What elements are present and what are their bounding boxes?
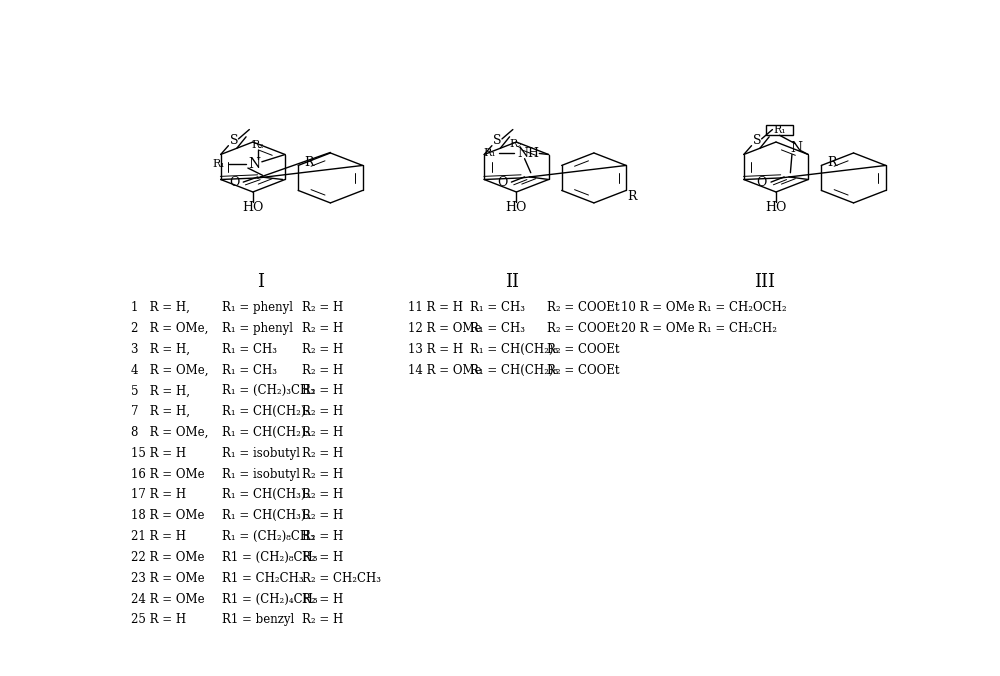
Text: 18 R = OMe: 18 R = OMe (131, 509, 205, 523)
Text: R₁: R₁ (213, 160, 226, 170)
Text: R₂ = H: R₂ = H (302, 364, 343, 377)
Text: 22 R = OMe: 22 R = OMe (131, 551, 205, 564)
Text: O: O (757, 176, 767, 189)
Text: 13 R = H: 13 R = H (408, 343, 463, 356)
Bar (766, 125, 793, 135)
Text: R₂ = H: R₂ = H (302, 301, 343, 314)
Text: R₂ = H: R₂ = H (302, 322, 343, 335)
Text: 3   R = H,: 3 R = H, (131, 343, 190, 356)
Text: R₂: R₂ (252, 140, 264, 149)
Text: R₁ = (CH₂)₈CH₃: R₁ = (CH₂)₈CH₃ (222, 530, 315, 543)
Text: R1 = (CH₂)₄CH₃: R1 = (CH₂)₄CH₃ (222, 593, 318, 606)
Text: R₁ = CH(CH₂)₅: R₁ = CH(CH₂)₅ (470, 364, 558, 377)
Text: R₂ = H: R₂ = H (302, 468, 343, 481)
Text: R₁ = CH(CH₃)₂: R₁ = CH(CH₃)₂ (222, 509, 310, 523)
Text: R₂ = COOEt: R₂ = COOEt (547, 343, 620, 356)
Text: R₂ = H: R₂ = H (302, 447, 343, 460)
Text: I: I (257, 272, 264, 291)
Text: R: R (628, 190, 637, 203)
Text: O: O (497, 176, 507, 189)
Text: HO: HO (506, 201, 527, 214)
Text: 7   R = H,: 7 R = H, (131, 405, 190, 418)
Text: 8   R = OMe,: 8 R = OMe, (131, 426, 209, 439)
Text: R₂ = H: R₂ = H (302, 613, 343, 627)
Text: 15 R = H: 15 R = H (131, 447, 186, 460)
Text: R₂ = H: R₂ = H (302, 385, 343, 397)
Text: R₁ = CH(CH₂)₅: R₁ = CH(CH₂)₅ (222, 426, 310, 439)
Text: HO: HO (765, 201, 787, 214)
Text: R1 = (CH₂)₈CH₃: R1 = (CH₂)₈CH₃ (222, 551, 317, 564)
Text: R₁ = CH(CH₂)₅: R₁ = CH(CH₂)₅ (470, 343, 558, 356)
Text: N: N (791, 141, 803, 155)
Text: R₁ = CH₃: R₁ = CH₃ (470, 301, 525, 314)
Text: S: S (230, 135, 238, 147)
Text: R₂ = H: R₂ = H (302, 489, 343, 502)
Text: R₁ = CH(CH₂)₅: R₁ = CH(CH₂)₅ (222, 405, 310, 418)
Text: R: R (827, 156, 837, 170)
Text: R: R (304, 156, 314, 170)
Text: 20 R = OMe: 20 R = OMe (621, 322, 695, 335)
Text: R₁ = CH₃: R₁ = CH₃ (470, 322, 525, 335)
Text: 1   R = H,: 1 R = H, (131, 301, 190, 314)
Text: II: II (506, 272, 520, 291)
Text: 21 R = H: 21 R = H (131, 530, 186, 543)
Text: R₁ = CH₃: R₁ = CH₃ (222, 343, 277, 356)
Text: R₁ = CH₂CH₂: R₁ = CH₂CH₂ (698, 322, 778, 335)
Text: R₂ = H: R₂ = H (302, 593, 343, 606)
Text: R₁ = phenyl: R₁ = phenyl (222, 301, 293, 314)
Text: R₂: R₂ (510, 139, 522, 149)
Text: R₁ = isobutyl: R₁ = isobutyl (222, 447, 300, 460)
Text: R₂ = H: R₂ = H (302, 551, 343, 564)
Text: R₂ = H: R₂ = H (302, 530, 343, 543)
Text: HO: HO (242, 201, 264, 214)
Text: R₂ = H: R₂ = H (302, 343, 343, 356)
Text: 5   R = H,: 5 R = H, (131, 385, 190, 397)
Text: S: S (493, 135, 502, 147)
Text: 10 R = OMe: 10 R = OMe (621, 301, 695, 314)
Text: R₂ = COOEt: R₂ = COOEt (547, 322, 620, 335)
Text: R₁ = (CH₂)₃CH₃: R₁ = (CH₂)₃CH₃ (222, 385, 315, 397)
Text: R₂ = H: R₂ = H (302, 426, 343, 439)
Text: 25 R = H: 25 R = H (131, 613, 186, 627)
Text: 14 R = OMe: 14 R = OMe (408, 364, 482, 377)
Text: R₂ = H: R₂ = H (302, 509, 343, 523)
Text: R₁ = isobutyl: R₁ = isobutyl (222, 468, 300, 481)
Text: O: O (229, 176, 239, 189)
Text: R₂ = CH₂CH₃: R₂ = CH₂CH₃ (302, 572, 381, 585)
Text: R₁ = CH(CH₃)₂: R₁ = CH(CH₃)₂ (222, 489, 310, 502)
Text: R₁: R₁ (483, 149, 496, 158)
Text: 2   R = OMe,: 2 R = OMe, (131, 322, 209, 335)
Text: NH: NH (517, 147, 539, 160)
Text: 12 R = OMe: 12 R = OMe (408, 322, 481, 335)
Text: R₂ = H: R₂ = H (302, 405, 343, 418)
Text: 4   R = OMe,: 4 R = OMe, (131, 364, 209, 377)
Text: 17 R = H: 17 R = H (131, 489, 186, 502)
Text: R₁: R₁ (773, 125, 786, 135)
Text: 23 R = OMe: 23 R = OMe (131, 572, 205, 585)
Text: 24 R = OMe: 24 R = OMe (131, 593, 205, 606)
Text: III: III (754, 272, 775, 291)
Text: S: S (753, 135, 761, 147)
Text: R₁ = CH₂OCH₂: R₁ = CH₂OCH₂ (698, 301, 787, 314)
Text: R1 = benzyl: R1 = benzyl (222, 613, 294, 627)
Text: 16 R = OMe: 16 R = OMe (131, 468, 205, 481)
Text: 11 R = H: 11 R = H (408, 301, 463, 314)
Text: R₁ = phenyl: R₁ = phenyl (222, 322, 293, 335)
Text: N: N (248, 158, 260, 172)
Text: R1 = CH₂CH₃: R1 = CH₂CH₃ (222, 572, 304, 585)
Text: R₂ = COOEt: R₂ = COOEt (547, 301, 620, 314)
Text: R₂ = COOEt: R₂ = COOEt (547, 364, 620, 377)
Text: R₁ = CH₃: R₁ = CH₃ (222, 364, 277, 377)
